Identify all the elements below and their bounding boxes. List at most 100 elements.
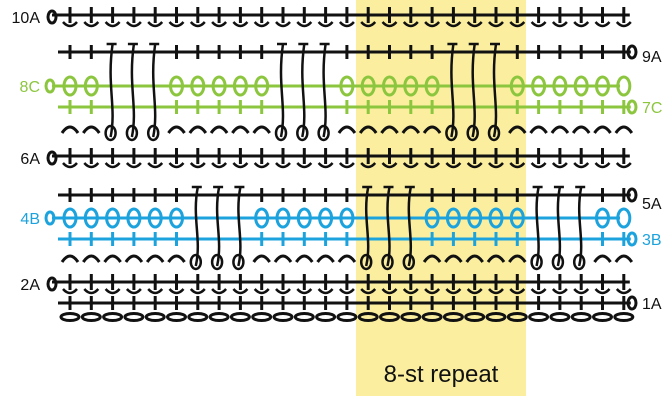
single-crochet-6A-c — [445, 162, 462, 169]
row-labels: 1A 2A 3B 4B 5A 6A 7C 8C 9A 10A — [12, 10, 663, 313]
row-end-ring-2A — [46, 276, 58, 292]
single-crochet-7C — [531, 100, 546, 114]
single-crochet-10A-c — [168, 21, 185, 28]
chain-space-arch-3 — [145, 254, 165, 263]
single-crochet-1A — [510, 296, 525, 310]
single-crochet-3B — [63, 232, 77, 246]
single-crochet-6A-c — [530, 162, 547, 169]
single-crochet-3B — [446, 232, 461, 246]
single-crochet-1A — [595, 296, 610, 310]
single-crochet-6A-c — [466, 162, 483, 169]
single-crochet-1A — [276, 296, 290, 310]
chain-space-arch-3 — [295, 254, 314, 263]
single-crochet-6A-c — [232, 162, 249, 169]
single-crochet-1A — [467, 296, 482, 310]
chain-space-arch-3 — [60, 254, 80, 263]
single-crochet-6A-c — [253, 162, 270, 169]
single-crochet-3B — [276, 232, 290, 246]
single-crochet-2A-c — [147, 288, 164, 295]
single-crochet-1A — [425, 296, 440, 310]
single-crochet-10A-c — [424, 21, 441, 28]
chain-space-arch-3 — [273, 254, 293, 263]
single-crochet-10A-c — [488, 21, 504, 28]
single-crochet-1A — [169, 296, 184, 310]
treble-base — [296, 124, 309, 142]
chain-space-arch-7 — [550, 125, 570, 134]
chain-space-8C — [211, 75, 227, 97]
single-crochet-2A-c — [594, 288, 611, 295]
single-crochet-10A-c — [573, 21, 590, 28]
row-label-3B: 3B — [642, 232, 662, 249]
single-crochet-7C — [403, 100, 418, 114]
single-crochet-6A-c — [488, 162, 504, 169]
chain-space-4B — [595, 207, 610, 229]
single-crochet-3B — [489, 232, 503, 246]
single-crochet-10A-c — [147, 21, 164, 28]
single-crochet-6A-c — [83, 162, 100, 169]
single-crochet-6A-c — [594, 162, 611, 169]
treble-base — [232, 253, 245, 271]
single-crochet-2A-c — [83, 288, 100, 295]
single-crochet-7C — [361, 100, 376, 114]
single-crochet-2A-c — [488, 288, 504, 295]
chain-space-arch-3 — [124, 254, 144, 263]
chain-stitch — [102, 312, 124, 322]
chain-space-8C — [552, 75, 568, 97]
single-crochet-1A — [446, 296, 461, 310]
single-crochet-1A — [574, 296, 589, 310]
treble-crochet — [279, 43, 285, 138]
chain-space-4B — [424, 207, 440, 229]
chain-space-4B — [616, 207, 632, 229]
chain-space-arch-7 — [82, 125, 101, 134]
treble-crochet — [556, 186, 562, 267]
chain-space-8C — [573, 75, 589, 97]
single-crochet-10A-c — [232, 21, 249, 28]
chain-stitch — [421, 312, 443, 322]
chain-space-8C — [190, 75, 206, 97]
row-end-ring-10A — [46, 9, 58, 25]
single-crochet-2A-c — [360, 288, 377, 295]
treble-crochet — [492, 43, 498, 138]
single-crochet-6A-c — [360, 162, 377, 169]
chain-space-arch-3 — [486, 254, 506, 263]
chain-space-8C — [339, 75, 355, 97]
treble-crochet — [301, 43, 306, 138]
chain-space-arch-7 — [571, 125, 591, 134]
chain-stitch — [485, 312, 507, 322]
chain-stitch — [251, 312, 273, 322]
chain-stitch — [293, 312, 315, 322]
treble-base — [402, 253, 416, 271]
chain-space-4B — [169, 207, 184, 229]
chain-space-8C — [531, 75, 547, 97]
row-label-8C: 8C — [20, 79, 40, 96]
treble-base — [445, 124, 458, 142]
chain-space-arch-7 — [188, 125, 208, 134]
treble-base — [317, 124, 330, 142]
treble-crochet — [407, 186, 413, 267]
chain-space-8C — [360, 75, 376, 97]
row-end-ring-7C — [626, 99, 638, 115]
row-label-9A: 9A — [642, 49, 662, 66]
single-crochet-3B — [318, 232, 333, 246]
chain-space-8C — [83, 75, 99, 97]
chain-space-arch-7 — [508, 125, 527, 134]
single-crochet-2A-c — [573, 288, 590, 295]
row-end-ring-8C — [44, 78, 56, 94]
chain-space-4B — [296, 207, 312, 229]
single-crochet-3B — [467, 232, 482, 246]
chain-space-arch-3 — [167, 254, 186, 263]
treble-crochet — [215, 186, 221, 267]
single-crochet-6A-c — [296, 162, 313, 169]
chain-space-8C — [232, 75, 248, 97]
chain-stitch — [123, 312, 145, 322]
single-crochet-2A-c — [62, 288, 78, 295]
single-crochet-2A-c — [615, 288, 632, 295]
single-crochet-10A-c — [466, 21, 483, 28]
single-crochet-2A-c — [551, 288, 568, 295]
chain-stitch — [570, 312, 592, 322]
chain-space-8C — [169, 75, 184, 97]
single-crochet-10A-c — [62, 21, 78, 28]
chain-stitch — [613, 312, 635, 322]
single-crochet-6A-c — [275, 162, 291, 169]
